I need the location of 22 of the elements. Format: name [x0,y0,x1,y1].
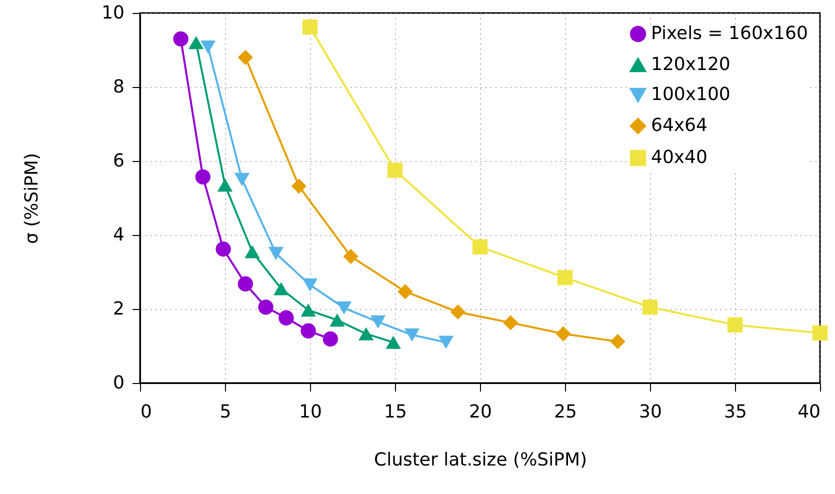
y-tick-label: 0 [113,372,124,394]
x-tick-label: 30 [639,402,662,422]
y-tick-label: 2 [113,298,124,320]
legend-label: 100x100 [651,84,730,105]
x-tick-label: 20 [469,402,492,422]
x-tick-label: 35 [724,402,747,422]
y-tick-label: 4 [113,224,124,246]
y-tick-label: 8 [113,76,124,98]
x-axis-title: Cluster lat.size (%SiPM) [374,450,588,470]
legend-label: Pixels = 160x160 [651,23,808,44]
x-tick-label: 15 [384,402,407,422]
y-axis-title: σ (%SiPM) [22,152,43,244]
legend-label: 64x64 [651,115,708,136]
legend-label: 40x40 [651,147,708,168]
x-tick-label: 25 [554,402,577,422]
x-tick-label: 10 [299,402,322,422]
x-tick-label: 40 [798,402,820,422]
y-tick-label: 10 [102,2,124,24]
legend-label: 120x120 [651,54,730,75]
x-tick-label: 5 [220,402,232,422]
y-tick-label: 6 [113,150,124,172]
x-tick-label: 0 [140,402,152,422]
